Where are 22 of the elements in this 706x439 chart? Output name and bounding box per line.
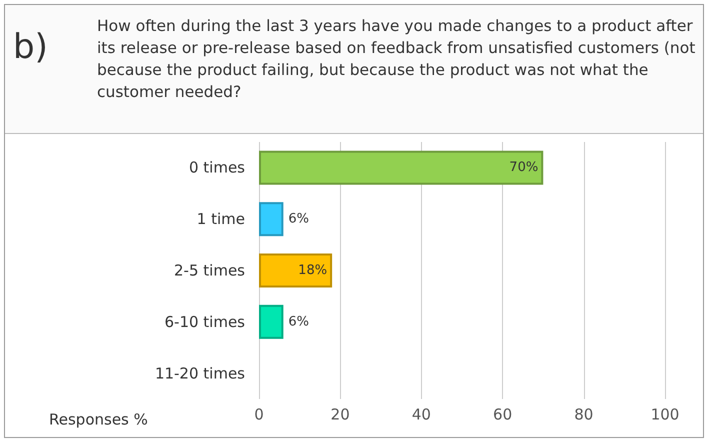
bar: [259, 202, 284, 236]
chart-title: How often during the last 3 years have you made changes to a product after its release or pre-release based on feedback from unsatisfied customers (not because the product failing, but because the product was not what the customer needed?: [97, 16, 696, 103]
y-tick-label: 11-20 times: [154, 364, 246, 382]
x-tick-label: 80: [574, 406, 594, 424]
y-tick-label: 6-10 times: [164, 312, 246, 331]
data-label: 6%: [288, 314, 309, 330]
bar: [259, 150, 544, 185]
x-tick-label: 100: [650, 406, 680, 424]
text: b): [13, 27, 48, 67]
y-tick-label: 0 times: [188, 158, 246, 177]
y-tick-label: 1 time: [196, 210, 245, 228]
data-label: 70%: [509, 160, 538, 176]
data-label: 6%: [288, 212, 309, 227]
bar: [259, 254, 332, 288]
x-tick-label: 20: [330, 406, 350, 424]
bar: [259, 304, 284, 339]
text: Responses %: [49, 410, 148, 428]
x-tick-label: 40: [412, 406, 431, 424]
y-tick-label: 2-5 times: [174, 262, 246, 280]
x-tick-label: 60: [493, 406, 512, 424]
x-tick-label: 0: [254, 406, 264, 424]
data-label: 18%: [298, 263, 328, 278]
